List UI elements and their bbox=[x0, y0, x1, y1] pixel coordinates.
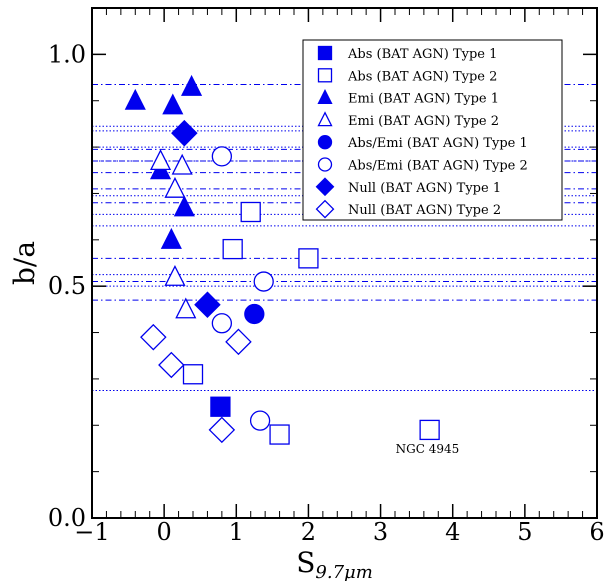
data-markers bbox=[124, 74, 440, 445]
legend-label: Abs/Emi (BAT AGN) Type 2 bbox=[347, 159, 528, 174]
legend-label: Emi (BAT AGN) Type 2 bbox=[348, 114, 499, 129]
point-triangle-open bbox=[175, 297, 197, 319]
point-square-open bbox=[298, 248, 319, 269]
x-tick-label: 0 bbox=[157, 518, 172, 546]
point-triangle-filled bbox=[162, 93, 184, 115]
legend-symbol-square bbox=[317, 45, 333, 61]
axis-ticks bbox=[91, 7, 598, 519]
point-square-open bbox=[182, 364, 204, 385]
point-square-open bbox=[240, 201, 261, 223]
point-triangle-filled bbox=[173, 195, 195, 217]
point-diamond-open bbox=[140, 323, 167, 351]
legend-box bbox=[302, 39, 563, 221]
legend-symbol-triangle bbox=[317, 111, 333, 127]
x-axis-label-main: S bbox=[296, 546, 315, 579]
point-circle-open bbox=[211, 146, 233, 167]
legend-symbol-square bbox=[317, 68, 333, 83]
x-tick-label: 2 bbox=[301, 518, 316, 546]
x-tick-label: 4 bbox=[445, 518, 460, 546]
x-tick-label: −1 bbox=[74, 518, 109, 546]
x-tick-label: 5 bbox=[517, 518, 532, 546]
point-diamond-open bbox=[208, 416, 236, 444]
y-axis-label: b/a bbox=[8, 241, 41, 285]
legend-label: Emi (BAT AGN) Type 1 bbox=[348, 92, 499, 107]
y-tick-label: 0.0 bbox=[48, 504, 86, 532]
legend-symbol-circle bbox=[317, 135, 333, 150]
x-tick-label: 6 bbox=[589, 518, 604, 546]
point-square-open bbox=[269, 424, 290, 445]
legend-label: Abs (BAT AGN) Type 1 bbox=[347, 47, 497, 62]
annotations: NGC 4945 bbox=[396, 442, 460, 456]
tick-labels: −1 0 1 2 3 4 5 6 0.0 0.5 1.0 bbox=[48, 40, 605, 546]
x-tick-label: 1 bbox=[229, 518, 244, 546]
plot-frame bbox=[91, 7, 598, 519]
x-axis-label: S9.7μm bbox=[296, 546, 373, 581]
legend-label: Null (BAT AGN) Type 1 bbox=[348, 181, 501, 196]
x-tick-label: 3 bbox=[373, 518, 388, 546]
point-diamond-filled bbox=[194, 291, 221, 318]
point-circle-open bbox=[249, 410, 271, 431]
legend-label: Null (BAT AGN) Type 2 bbox=[348, 203, 501, 218]
point-circle-filled bbox=[244, 303, 265, 325]
legend-symbol-diamond bbox=[315, 177, 335, 197]
point-triangle-filled bbox=[160, 227, 182, 249]
point-triangle-filled bbox=[124, 88, 146, 110]
annotation-label: NGC 4945 bbox=[396, 442, 460, 456]
legend-symbol-circle bbox=[317, 157, 333, 172]
legend-label: Abs/Emi (BAT AGN) Type 1 bbox=[347, 136, 528, 151]
point-diamond-filled bbox=[171, 119, 198, 147]
point-square-open bbox=[419, 419, 440, 441]
y-tick-label: 0.5 bbox=[48, 272, 86, 300]
point-circle-open bbox=[211, 313, 233, 334]
legend-label: Abs (BAT AGN) Type 2 bbox=[347, 69, 497, 84]
legend: Abs (BAT AGN) Type 1 Abs (BAT AGN) Type 2… bbox=[302, 39, 563, 221]
y-tick-label: 1.0 bbox=[48, 40, 86, 68]
point-diamond-open bbox=[158, 351, 185, 379]
legend-symbol-triangle bbox=[317, 89, 333, 104]
point-diamond-open bbox=[225, 328, 252, 356]
point-triangle-open bbox=[149, 149, 172, 171]
point-square-filled bbox=[210, 396, 231, 417]
point-square-open bbox=[222, 238, 243, 260]
point-circle-open bbox=[253, 271, 274, 292]
point-triangle-open bbox=[164, 176, 186, 198]
point-triangle-filled bbox=[181, 74, 203, 96]
x-axis-label-subscript: 9.7μm bbox=[315, 562, 372, 581]
point-triangle-open bbox=[171, 153, 193, 175]
legend-symbol-diamond bbox=[315, 199, 335, 219]
point-triangle-open bbox=[164, 265, 186, 286]
